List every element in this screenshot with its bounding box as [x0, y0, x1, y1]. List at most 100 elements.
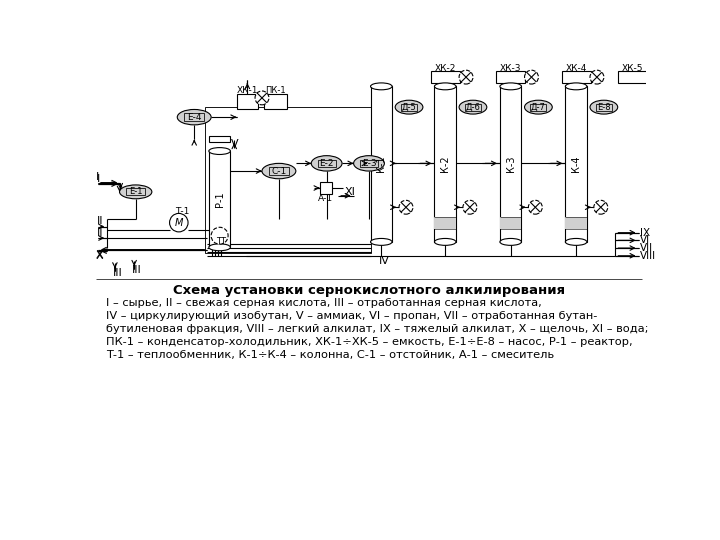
Text: ХК-2: ХК-2 [435, 64, 456, 73]
Bar [360, 159, 378, 167]
Bar [596, 104, 612, 111]
Circle shape [211, 227, 228, 244]
Ellipse shape [371, 239, 392, 245]
Bar [126, 188, 145, 195]
Circle shape [528, 200, 542, 214]
Bar [431, 71, 460, 83]
Text: ПК-1: ПК-1 [265, 86, 285, 94]
Ellipse shape [395, 100, 423, 114]
Text: Е-2: Е-2 [320, 159, 334, 168]
Text: Р-1: Р-1 [215, 191, 225, 207]
Bar [264, 94, 287, 110]
Ellipse shape [500, 83, 521, 90]
Text: ПК-1 – конденсатор-холодильник, ХК-1÷ХК-5 – емкость, Е-1÷Е-8 – насос, Р-1 – реак: ПК-1 – конденсатор-холодильник, ХК-1÷ХК-… [106, 338, 632, 347]
Bar [237, 94, 258, 110]
Ellipse shape [590, 100, 618, 114]
Circle shape [463, 200, 477, 214]
Text: X: X [96, 250, 103, 260]
Bar [434, 217, 456, 230]
Text: Е-4: Е-4 [187, 113, 202, 122]
Circle shape [459, 70, 473, 84]
Text: I: I [96, 172, 99, 182]
Ellipse shape [311, 156, 342, 171]
Bar [318, 159, 336, 167]
Text: Д-7: Д-7 [531, 103, 546, 112]
Text: бутиленовая фракция, VIII – легкий алкилат, IX – тяжелый алкилат, X – щелочь, XI: бутиленовая фракция, VIII – легкий алкил… [106, 325, 648, 334]
Text: VI: VI [640, 235, 650, 245]
Text: Схема установки сернокислотного алкилирования: Схема установки сернокислотного алкилиро… [173, 284, 565, 297]
Bar [531, 104, 546, 111]
Circle shape [590, 70, 604, 84]
Text: ХК-3: ХК-3 [500, 64, 521, 73]
Text: IV – циркулирующий изобутан, V – аммиак, VI – пропан, VII – отработанная бутан-: IV – циркулирующий изобутан, V – аммиак,… [106, 311, 597, 321]
Bar [565, 217, 587, 230]
Text: Е-8: Е-8 [597, 103, 611, 112]
Ellipse shape [565, 83, 587, 90]
Ellipse shape [565, 239, 587, 245]
Circle shape [399, 200, 413, 214]
Text: ХК-5: ХК-5 [621, 64, 643, 73]
Bar [562, 71, 590, 83]
Text: К-1: К-1 [377, 156, 387, 172]
Text: ХК-4: ХК-4 [565, 64, 587, 73]
Bar [371, 86, 392, 242]
Bar [434, 86, 456, 242]
Bar [401, 104, 417, 111]
Ellipse shape [120, 185, 152, 199]
Circle shape [647, 70, 661, 84]
Text: IX: IX [640, 228, 650, 238]
Text: X: X [96, 251, 103, 261]
Text: К-4: К-4 [571, 156, 581, 172]
Text: XI: XI [344, 187, 355, 197]
Ellipse shape [459, 100, 487, 114]
Bar [209, 136, 230, 142]
Circle shape [170, 213, 188, 232]
Text: VIII: VIII [640, 251, 656, 261]
Text: Е-3: Е-3 [361, 159, 377, 168]
Text: I: I [96, 174, 99, 184]
Text: II: II [96, 228, 103, 238]
Text: V: V [230, 139, 238, 149]
Text: I – сырье, II – свежая серная кислота, III – отработанная серная кислота,: I – сырье, II – свежая серная кислота, I… [106, 298, 541, 308]
Ellipse shape [434, 239, 456, 245]
Bar [496, 71, 526, 83]
Bar [320, 182, 332, 194]
Bar [500, 217, 521, 230]
Bar [205, 107, 371, 253]
Bar [500, 86, 521, 242]
Text: II: II [96, 216, 103, 226]
Ellipse shape [500, 239, 521, 245]
Text: К-3: К-3 [505, 156, 516, 172]
Ellipse shape [262, 164, 296, 179]
Ellipse shape [371, 83, 392, 90]
Bar [565, 86, 587, 242]
Circle shape [255, 91, 269, 105]
Ellipse shape [525, 100, 552, 114]
Text: Д-6: Д-6 [466, 103, 480, 112]
Text: IV: IV [379, 256, 390, 266]
Bar [465, 104, 481, 111]
Text: А-1: А-1 [318, 193, 333, 202]
Text: К-2: К-2 [440, 156, 450, 172]
Ellipse shape [209, 147, 230, 154]
Bar [184, 113, 204, 121]
Bar [618, 71, 647, 83]
Circle shape [594, 200, 608, 214]
Bar [209, 151, 230, 247]
Ellipse shape [177, 110, 211, 125]
Ellipse shape [209, 244, 230, 251]
Text: Т-1 – теплообменник, К-1÷К-4 – колонна, С-1 – отстойник, А-1 – смеситель: Т-1 – теплообменник, К-1÷К-4 – колонна, … [106, 350, 554, 361]
Circle shape [525, 70, 539, 84]
Ellipse shape [434, 83, 456, 90]
Text: С-1: С-1 [271, 166, 287, 176]
Text: III: III [132, 265, 142, 275]
Text: Е-1: Е-1 [129, 187, 143, 197]
Text: ТТ: ТТ [217, 237, 227, 246]
Text: Д-5: Д-5 [402, 103, 416, 112]
Text: III: III [113, 268, 123, 278]
Bar [269, 167, 289, 175]
Text: VII: VII [640, 243, 653, 253]
Text: M: M [175, 218, 183, 228]
Text: Т-1: Т-1 [175, 207, 189, 215]
Text: ХК-1: ХК-1 [237, 86, 258, 94]
